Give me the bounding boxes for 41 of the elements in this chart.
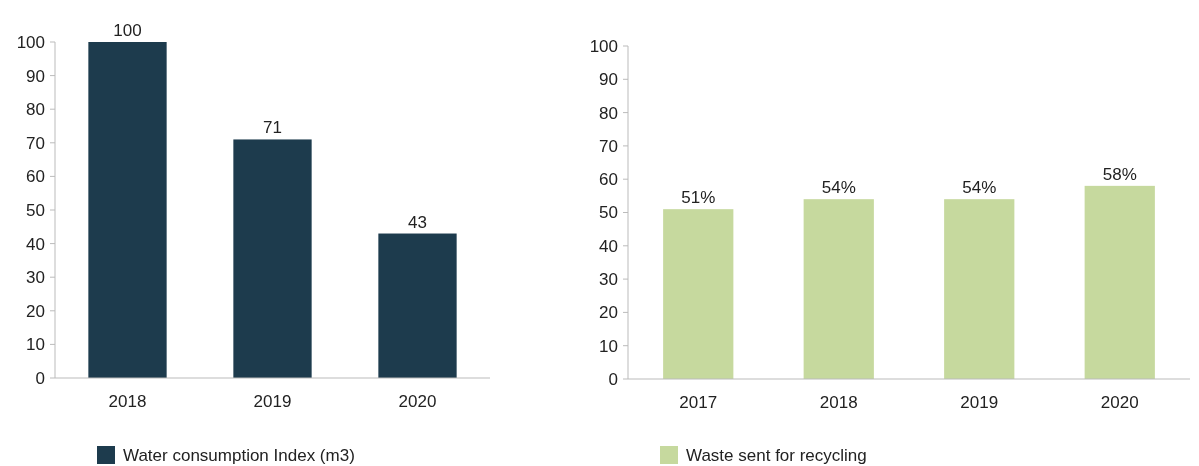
x-tick-label: 2020 (398, 392, 437, 411)
data-label: 100 (113, 21, 142, 40)
y-tick-label: 0 (35, 368, 45, 388)
y-tick-label: 10 (599, 336, 618, 356)
x-tick-label: 2019 (960, 393, 999, 412)
legend-label: Water consumption Index (m3) (123, 446, 355, 465)
x-tick-label: 2018 (108, 392, 147, 411)
y-tick-label: 60 (599, 170, 618, 190)
y-tick-label: 40 (599, 236, 618, 256)
x-tick-label: 2018 (819, 393, 858, 412)
y-tick-label: 90 (599, 70, 618, 90)
y-tick-label: 80 (26, 100, 45, 120)
y-tick-label: 90 (26, 66, 45, 86)
y-tick-label: 70 (599, 136, 618, 156)
y-tick-label: 20 (599, 303, 618, 323)
x-tick-label: 2017 (679, 393, 718, 412)
y-tick-label: 0 (608, 369, 618, 389)
y-tick-label: 40 (26, 234, 45, 254)
y-tick-label: 60 (26, 167, 45, 187)
data-label: 51% (681, 188, 716, 208)
legend-label: Waste sent for recycling (686, 446, 867, 465)
y-tick-label: 100 (589, 36, 618, 56)
y-tick-label: 20 (26, 301, 45, 321)
y-tick-label: 10 (26, 335, 45, 355)
bar (88, 42, 167, 378)
y-tick-label: 30 (26, 268, 45, 288)
y-tick-label: 70 (26, 133, 45, 153)
y-tick-label: 30 (599, 270, 618, 290)
x-tick-label: 2020 (1100, 393, 1139, 412)
data-label: 43 (408, 212, 427, 232)
data-label: 54% (962, 178, 997, 198)
data-label: 71 (263, 118, 282, 138)
y-tick-label: 50 (599, 203, 618, 223)
y-tick-label: 80 (599, 103, 618, 123)
y-tick-label: 50 (26, 200, 45, 220)
x-tick-label: 2019 (253, 392, 292, 411)
bar (378, 233, 457, 378)
data-label: 54% (821, 178, 856, 198)
bar (233, 139, 312, 378)
data-label: 58% (1102, 164, 1137, 184)
y-tick-label: 100 (16, 32, 45, 52)
